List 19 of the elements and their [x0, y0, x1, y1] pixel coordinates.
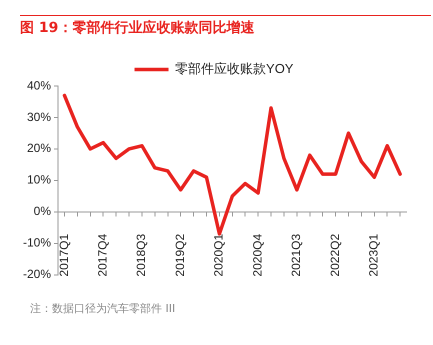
text: 注：数据口径为汽车零部件 III	[30, 301, 176, 317]
y-tick-label: 0%	[34, 204, 52, 218]
y-tick-label: -10%	[23, 236, 52, 250]
y-tick-label: 20%	[26, 141, 52, 156]
y-tick-label: 30%	[26, 110, 52, 124]
x-tick-label: 2018Q3	[134, 234, 148, 277]
y-tick-label: 10%	[26, 172, 52, 187]
x-tick-label: 2019Q2	[172, 234, 187, 277]
x-tick-label: 2021Q3	[289, 234, 304, 277]
x-tick-label: 2017Q4	[96, 234, 110, 277]
x-tick-label: 2020Q1	[212, 234, 226, 277]
chart-title: 图 19：零部件行业应收账款同比增速	[20, 15, 431, 37]
y-tick-label: 40%	[26, 78, 52, 92]
y-tick-label: -20%	[23, 267, 52, 282]
x-tick-label: 2023Q1	[366, 234, 381, 277]
x-tick-label: 2020Q4	[250, 234, 264, 277]
legend-label: 零部件应收账款YOY	[175, 61, 294, 76]
x-tick-label: 2022Q2	[328, 234, 342, 277]
x-tick-label: 2017Q1	[56, 234, 71, 277]
